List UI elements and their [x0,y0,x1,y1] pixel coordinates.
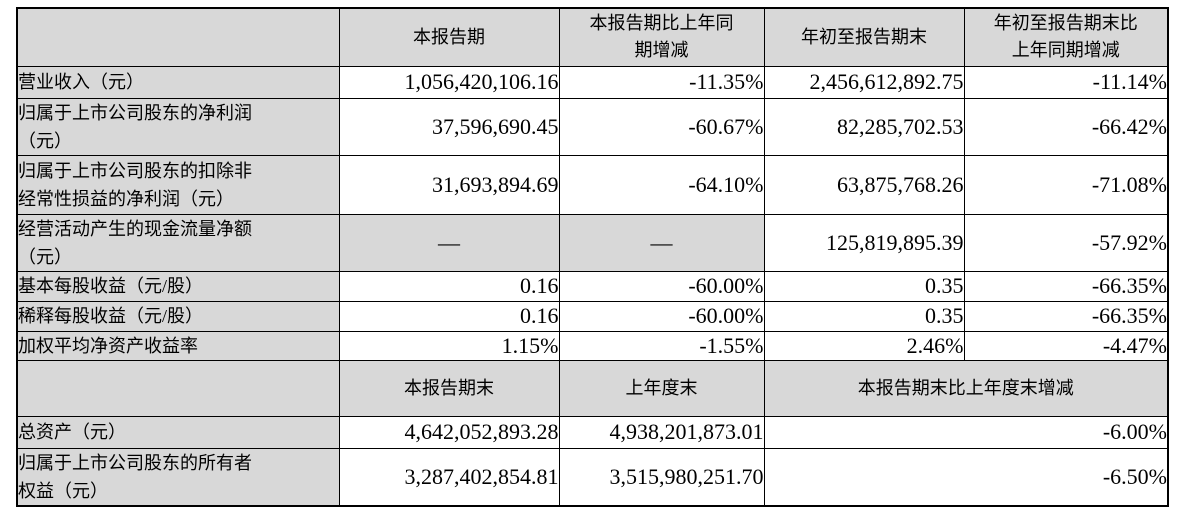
cell-value: -60.67% [558,97,765,156]
row-label: 总资产（元） [16,415,340,449]
header-ytd-yoy: 年初至报告期末比 上年同期增减 [963,7,1169,67]
cell-value: 1.15% [338,330,560,361]
cell-value: 3,287,402,854.81 [338,447,560,506]
cell-value: -1.55% [558,330,765,361]
table-row-total-assets: 总资产（元） 4,642,052,893.28 4,938,201,873.01… [16,415,1169,449]
cell-value: 2,456,612,892.75 [763,65,965,99]
row-label: 营业收入（元） [16,65,340,99]
row-label: 归属于上市公司股东的所有者 权益（元） [16,447,340,506]
cell-value: 63,875,768.26 [763,154,965,215]
row-label: 归属于上市公司股东的净利润 （元） [16,97,340,156]
header-ytd: 年初至报告期末 [763,7,965,67]
row-label: 加权平均净资产收益率 [16,330,340,361]
header-end-of-period: 本报告期末 [338,359,560,417]
cell-value: -71.08% [963,154,1169,215]
cell-value: 0.16 [338,270,560,302]
header-end-of-prior-year: 上年度末 [558,359,765,417]
cell-value: -57.92% [963,213,1169,272]
cell-value: -6.00% [763,415,1169,449]
cell-value: -11.35% [558,65,765,99]
financial-summary-document: 本报告期 本报告期比上年同 期增减 年初至报告期末 年初至报告期末比 上年同期增… [16,7,1169,507]
table-row-net-profit-excl-nonrecurring: 归属于上市公司股东的扣除非 经常性损益的净利润（元） 31,693,894.69… [16,154,1169,215]
financial-summary-table: 本报告期 本报告期比上年同 期增减 年初至报告期末 年初至报告期末比 上年同期增… [16,7,1169,507]
table-row-net-profit: 归属于上市公司股东的净利润 （元） 37,596,690.45 -60.67% … [16,97,1169,156]
table-row-diluted-eps: 稀释每股收益（元/股） 0.16 -60.00% 0.35 -66.35% [16,300,1169,332]
cell-value: 0.16 [338,300,560,332]
corner-cell [16,359,340,417]
table-row-weighted-avg-roe: 加权平均净资产收益率 1.15% -1.55% 2.46% -4.47% [16,330,1169,361]
cell-value: 2.46% [763,330,965,361]
cell-value: 0.35 [763,300,965,332]
cell-value: 4,642,052,893.28 [338,415,560,449]
table-row-equity: 归属于上市公司股东的所有者 权益（元） 3,287,402,854.81 3,5… [16,447,1169,506]
cell-value: -66.35% [963,270,1169,302]
row-label: 归属于上市公司股东的扣除非 经常性损益的净利润（元） [16,154,340,215]
cell-value: -66.42% [963,97,1169,156]
cell-value: 1,056,420,106.16 [338,65,560,99]
header-change-vs-prior-year-end: 本报告期末比上年度末增减 [763,359,1169,417]
table-row-operating-cash-flow: 经营活动产生的现金流量净额 （元） — — 125,819,895.39 -57… [16,213,1169,272]
corner-cell [16,7,340,67]
cell-value: 31,693,894.69 [338,154,560,215]
table-row-basic-eps: 基本每股收益（元/股） 0.16 -60.00% 0.35 -66.35% [16,270,1169,302]
cell-dash: — [338,213,560,272]
cell-value: 37,596,690.45 [338,97,560,156]
header-current-period-yoy: 本报告期比上年同 期增减 [558,7,765,67]
cell-value: -6.50% [763,447,1169,506]
cell-value: -64.10% [558,154,765,215]
row-label: 基本每股收益（元/股） [16,270,340,302]
cell-value: -11.14% [963,65,1169,99]
row-label: 稀释每股收益（元/股） [16,300,340,332]
header-current-period: 本报告期 [338,7,560,67]
cell-value: 3,515,980,251.70 [558,447,765,506]
cell-value: -60.00% [558,270,765,302]
table-row-revenue: 营业收入（元） 1,056,420,106.16 -11.35% 2,456,6… [16,65,1169,99]
cell-value: -60.00% [558,300,765,332]
row-label: 经营活动产生的现金流量净额 （元） [16,213,340,272]
cell-value: 4,938,201,873.01 [558,415,765,449]
cell-dash: — [558,213,765,272]
period-header-row: 本报告期 本报告期比上年同 期增减 年初至报告期末 年初至报告期末比 上年同期增… [16,7,1169,67]
cell-value: 125,819,895.39 [763,213,965,272]
cell-value: 0.35 [763,270,965,302]
cell-value: -4.47% [963,330,1169,361]
cell-value: -66.35% [963,300,1169,332]
balance-header-row: 本报告期末 上年度末 本报告期末比上年度末增减 [16,359,1169,417]
cell-value: 82,285,702.53 [763,97,965,156]
